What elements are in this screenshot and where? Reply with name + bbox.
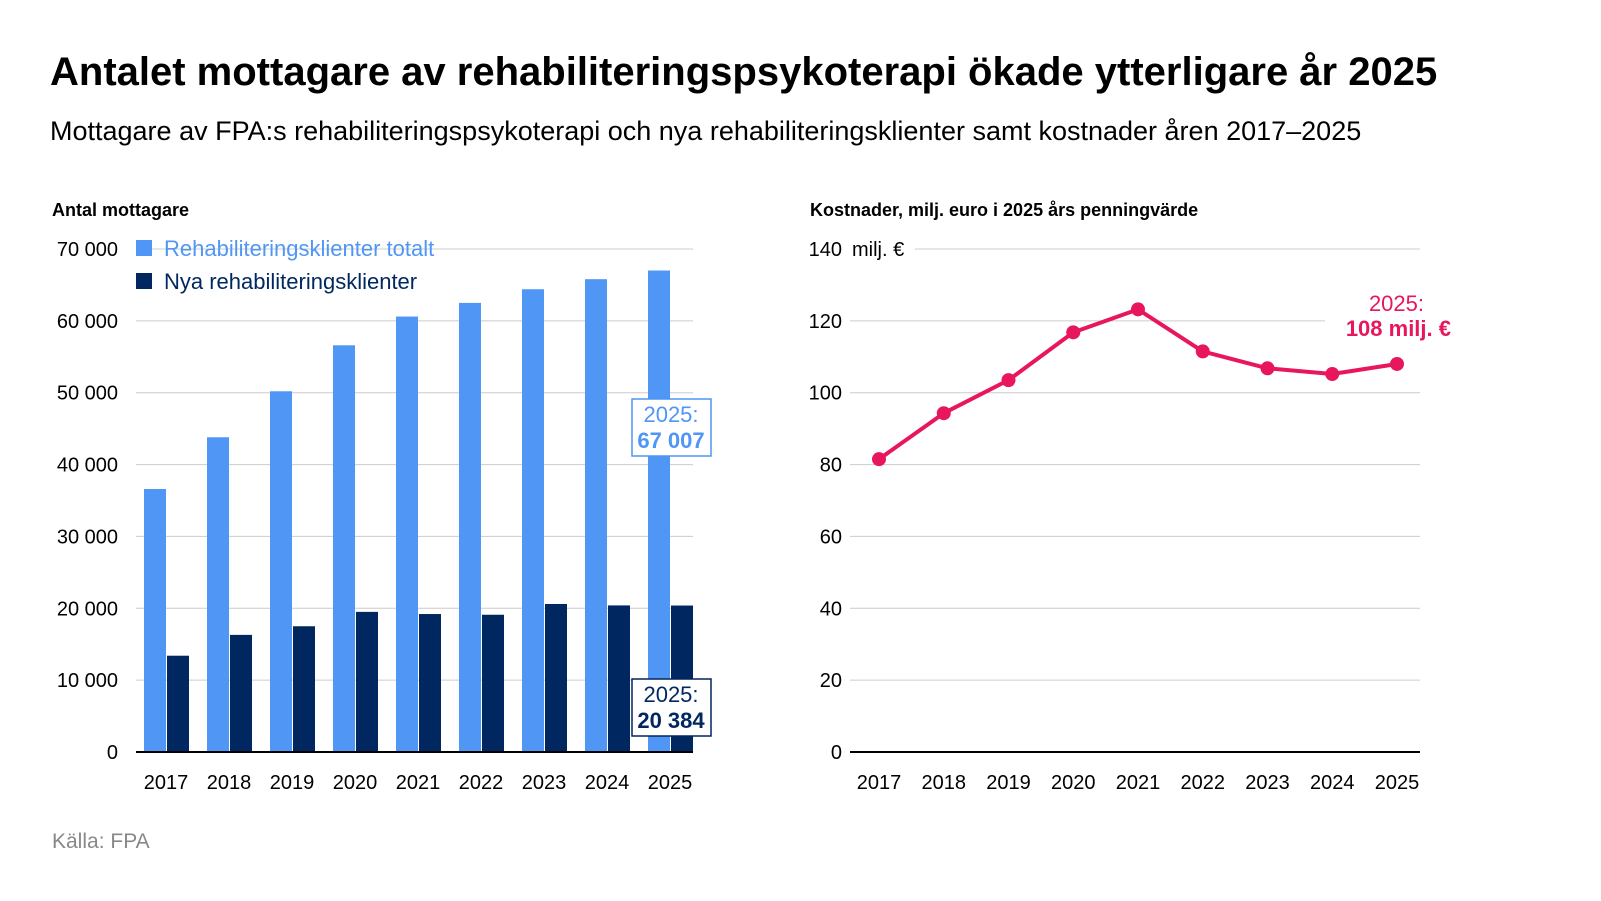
bar-total — [333, 345, 355, 752]
y-tick-label: 30 000 — [57, 526, 118, 548]
annotation-cost-year: 2025: — [1369, 291, 1424, 316]
y-tick-label: 120 — [809, 311, 842, 333]
annotation-new-year: 2025: — [643, 682, 698, 707]
source-note: Källa: FPA — [52, 830, 150, 853]
cost-point — [1260, 361, 1275, 376]
bar-total — [270, 391, 292, 752]
x-tick-label: 2021 — [396, 772, 441, 794]
x-tick-label: 2024 — [585, 772, 630, 794]
chart-subtitle: Mottagare av FPA:s rehabiliteringspsykot… — [50, 116, 1361, 146]
x-tick-label: 2025 — [1375, 772, 1420, 794]
cost-line — [877, 307, 1398, 461]
cost-point — [1195, 344, 1210, 359]
x-tick-label: 2019 — [270, 772, 315, 794]
bar-new — [167, 655, 189, 752]
y-tick-label: 0 — [107, 742, 118, 764]
y-unit-label: milj. € — [852, 239, 904, 261]
y-tick-label: 40 000 — [57, 455, 118, 477]
y-tick-label: 0 — [831, 742, 842, 764]
bar-total — [648, 270, 670, 752]
bar-new — [545, 603, 567, 752]
x-tick-label: 2019 — [986, 772, 1031, 794]
y-tick-label: 40 — [820, 598, 842, 620]
x-tick-label: 2018 — [922, 772, 967, 794]
x-tick-label: 2021 — [1116, 772, 1161, 794]
legend-swatch-new — [136, 273, 152, 289]
cost-point — [1390, 356, 1404, 371]
bar-total — [459, 302, 481, 752]
bar-total — [522, 289, 544, 752]
bar-total — [207, 437, 229, 752]
chart-title: Antalet mottagare av rehabiliteringspsyk… — [50, 50, 1437, 94]
x-tick-label: 2020 — [333, 772, 378, 794]
y-tick-label: 140 — [809, 239, 842, 261]
annotation-total-value: 67 007 — [637, 428, 704, 453]
bar-new — [608, 605, 630, 752]
cost-point — [1325, 367, 1340, 382]
cost-point — [1001, 373, 1016, 388]
bar-new — [230, 634, 252, 752]
bar-total — [585, 279, 607, 752]
bar-new — [293, 626, 315, 752]
bar-total — [144, 489, 166, 752]
x-tick-label: 2018 — [207, 772, 252, 794]
left-y-axis-title: Antal mottagare — [52, 200, 189, 220]
x-tick-label: 2022 — [459, 772, 504, 794]
y-tick-label: 50 000 — [57, 383, 118, 405]
y-tick-label: 60 — [820, 526, 842, 548]
y-tick-label: 100 — [809, 383, 842, 405]
cost-point — [872, 452, 886, 467]
y-tick-label: 60 000 — [57, 311, 118, 333]
x-tick-label: 2020 — [1051, 772, 1096, 794]
y-tick-label: 10 000 — [57, 670, 118, 692]
annotation-total-year: 2025: — [643, 402, 698, 427]
x-tick-label: 2017 — [144, 772, 189, 794]
bar-chart: 0 10 000 20 000 30 000 40 000 50 000 60 000 70 … — [57, 236, 712, 794]
legend-label-new: Nya rehabiliteringsklienter — [164, 269, 417, 294]
line-chart: 0 20 40 60 80 100 120 140 milj. € 2017 2018 2019 202… — [809, 239, 1451, 794]
cost-point — [936, 406, 951, 421]
annotation-box-new — [631, 678, 712, 737]
y-tick-label: 70 000 — [57, 239, 118, 261]
annotation-new-value: 20 384 — [637, 708, 705, 733]
bar-total — [396, 316, 418, 752]
y-tick-label: 80 — [820, 455, 842, 477]
bar-new — [419, 614, 441, 752]
cost-point — [1131, 302, 1145, 317]
x-tick-label: 2024 — [1310, 772, 1355, 794]
x-tick-label: 2023 — [1245, 772, 1290, 794]
right-y-axis-title: Kostnader, milj. euro i 2025 års penning… — [810, 200, 1198, 220]
cost-point — [1066, 325, 1081, 340]
legend-label-total: Rehabiliteringsklienter totalt — [164, 236, 434, 261]
bar-new — [356, 611, 378, 752]
bar-new — [482, 614, 504, 752]
x-tick-label: 2017 — [857, 772, 902, 794]
x-tick-label: 2023 — [522, 772, 567, 794]
y-tick-label: 20 000 — [57, 598, 118, 620]
legend-swatch-total — [136, 240, 152, 256]
annotation-box-total — [631, 398, 712, 457]
annotation-cost-value: 108 milj. € — [1346, 316, 1451, 341]
y-tick-label: 20 — [820, 670, 842, 692]
x-tick-label: 2022 — [1181, 772, 1226, 794]
x-tick-label: 2025 — [648, 772, 693, 794]
